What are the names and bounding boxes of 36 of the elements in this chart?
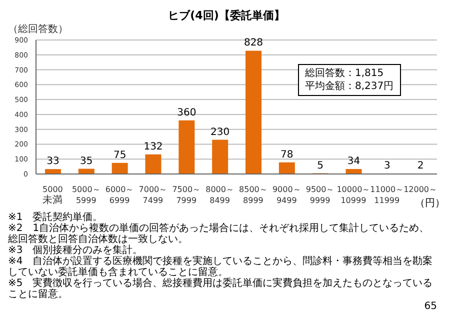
text: ※4 自治体が設置する医療機関で接種を実施していることから、問診料・事務費等相当を勘案していない委託単価も含まれていることに留意。	[8, 256, 434, 278]
data-label: 360	[177, 107, 196, 118]
x-tick-label: 8000～8499	[206, 185, 234, 205]
data-label: 34	[347, 156, 360, 167]
x-tick-label: 7000～7499	[138, 185, 168, 205]
text: 65	[424, 301, 437, 312]
data-label: 33	[46, 156, 60, 168]
x-tick-label: 5000未満	[42, 185, 63, 206]
data-label: 132	[144, 141, 163, 152]
x-tick-label: 9000～9499	[272, 185, 301, 205]
data-label: 78	[280, 149, 294, 160]
data-label: 2	[417, 160, 424, 172]
x-tick-label: 5000～5999	[72, 185, 100, 205]
x-tick-label: 12000～	[404, 185, 438, 194]
data-label: 230	[210, 126, 230, 138]
x-tick-label: 11000～11999	[370, 185, 404, 205]
data-label: 75	[113, 150, 126, 161]
text: ※1 委託契約単価。	[8, 212, 104, 223]
x-tick-label: 10000～10999	[336, 185, 370, 205]
summary-box: 総回答数：1,815 平均金額：8,237円	[298, 64, 401, 96]
x-tick-label: 6000～6999	[105, 185, 134, 205]
x-axis-title: （円）	[415, 197, 445, 210]
text: ※2 1自治体から複数の単価の回答があった場合には、それぞれ採用して集計しているため、総回答数と回答自治体数は一致しない。	[8, 223, 430, 245]
data-label: 3	[384, 160, 390, 172]
text: ※5 実費徴収を行っている場合、総接種費用は委託単価に実費負担を加えたものとなっていることに留意。	[8, 278, 434, 300]
x-tick-label: 7500～7999	[172, 185, 201, 205]
data-label: 5	[317, 160, 324, 172]
x-tick-label: 9500～9999	[306, 185, 334, 205]
annotation: 総回答数：1,815	[305, 67, 385, 80]
y-axis-title: （総回答数）	[8, 23, 69, 35]
data-label: 828	[244, 38, 264, 49]
annotation: 平均金額：8,237円	[305, 80, 394, 93]
data-label: 35	[80, 156, 93, 167]
chart-title: ヒブ(4回)【委託単価】	[167, 8, 286, 22]
text: ※3 個別接種分のみを集計。	[8, 245, 143, 256]
x-tick-label: 8500～8999	[239, 185, 268, 205]
